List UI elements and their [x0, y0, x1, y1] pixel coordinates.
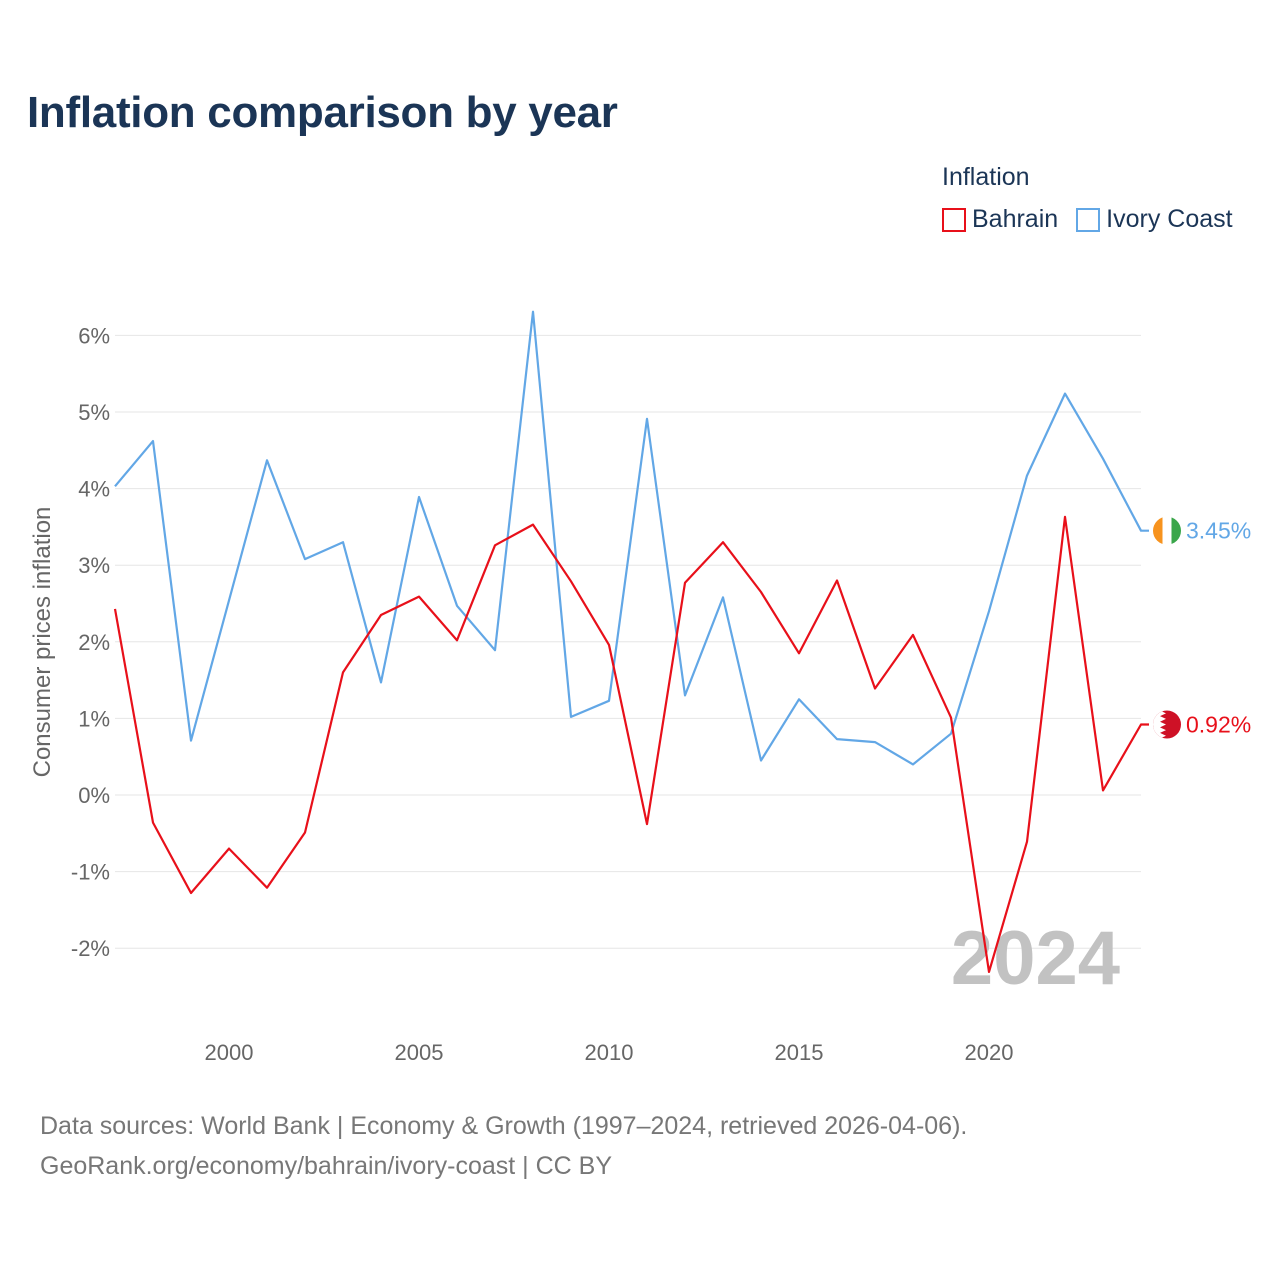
legend-label-ivory-coast: Ivory Coast [1106, 205, 1233, 233]
legend-item-ivory-coast[interactable]: Ivory Coast [1076, 205, 1233, 234]
legend-item-bahrain[interactable]: Bahrain [942, 205, 1058, 234]
line-chart: 6% 5% 4% 3% 2% 1% 0% -1% -2% 2000 2005 2010 2015 202… [29, 310, 1251, 1065]
y-tick-label: -2% [71, 936, 110, 961]
ivory-coast-end-label: 3.45% [1153, 516, 1251, 545]
x-tick-label: 2000 [205, 1040, 254, 1065]
series-lines [113, 310, 1149, 974]
legend-swatch-bahrain [942, 207, 966, 232]
x-tick-label: 2020 [965, 1040, 1014, 1065]
y-tick-label: 5% [78, 400, 110, 425]
series-line-bahrain[interactable] [113, 515, 1149, 974]
series-line-ivory-coast[interactable] [114, 310, 1149, 766]
x-tick-label: 2015 [775, 1040, 824, 1065]
legend-label-bahrain: Bahrain [972, 205, 1059, 233]
source-line-2[interactable]: GeoRank.org/economy/bahrain/ivory-coast … [40, 1152, 613, 1180]
source-note: Data sources: World Bank | Economy & Gro… [40, 1106, 967, 1186]
ivory-coast-flag-icon [1153, 516, 1181, 545]
chart-title: Inflation comparison by year [27, 88, 618, 137]
y-tick-label: 4% [78, 477, 110, 502]
grid-lines [115, 334, 1141, 949]
y-tick-label: -1% [71, 860, 110, 885]
legend-swatch-ivory-coast [1076, 207, 1101, 232]
year-watermark: 2024 [951, 916, 1120, 1001]
y-tick-label: 0% [78, 783, 110, 808]
y-axis-title: Consumer prices inflation [29, 507, 56, 778]
y-tick-label: 2% [78, 630, 110, 655]
y-tick-label: 1% [78, 706, 110, 731]
legend-title: Inflation [942, 163, 1030, 191]
x-tick-label: 2005 [395, 1040, 444, 1065]
bahrain-end-label: 0.92% [1153, 710, 1251, 739]
end-value-label: 3.45% [1186, 518, 1251, 544]
x-axis-ticks: 2000 2005 2010 2015 2020 [205, 1040, 1014, 1065]
x-tick-label: 2010 [585, 1040, 634, 1065]
y-axis-ticks: 6% 5% 4% 3% 2% 1% 0% -1% -2% [71, 323, 110, 961]
bahrain-flag-icon [1153, 710, 1181, 739]
y-tick-label: 3% [78, 553, 110, 578]
source-line-1: Data sources: World Bank | Economy & Gro… [40, 1112, 968, 1140]
legend: Bahrain Ivory Coast [942, 205, 1251, 234]
end-value-label: 0.92% [1186, 712, 1251, 738]
end-labels: 3.45% 0.92% [1153, 516, 1251, 739]
y-tick-label: 6% [78, 323, 110, 348]
